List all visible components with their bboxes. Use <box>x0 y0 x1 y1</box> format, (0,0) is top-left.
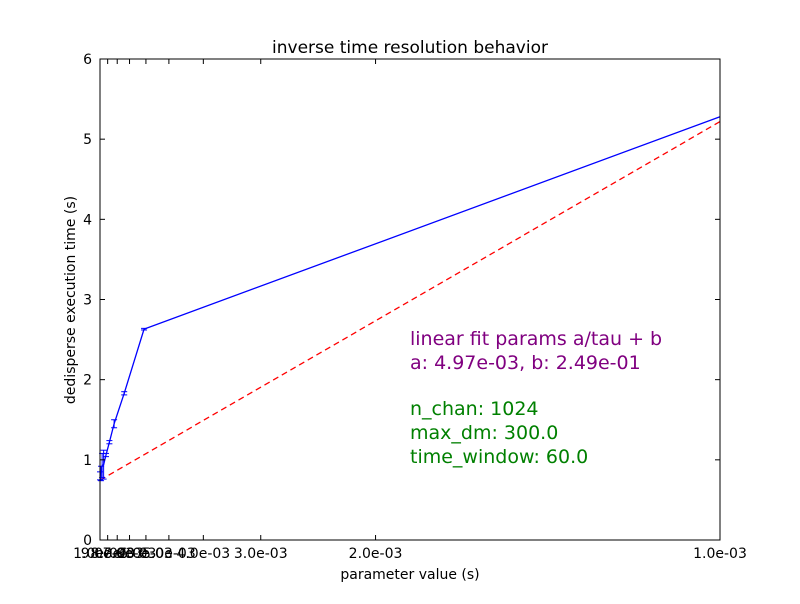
y-tick-label: 5 <box>83 132 92 148</box>
y-tick-label: 0 <box>83 533 92 549</box>
annotation-text: max_dm: 300.0 <box>410 422 558 444</box>
chart-title: inverse time resolution behavior <box>272 38 548 58</box>
x-tick-label: 9.0e-03 <box>81 546 135 562</box>
annotation-text: a: 4.97e-03, b: 2.49e-01 <box>410 352 641 374</box>
x-ticks: 1.0e-029.0e-038.0e-037.0e-036.0e-035.0e-… <box>73 59 747 562</box>
data-line <box>99 116 721 477</box>
y-ticks: 0 1 2 3 4 5 6 <box>83 52 720 549</box>
x-tick-label: 2.0e-03 <box>349 546 403 562</box>
annotation-text: linear fit params a/tau + b <box>410 328 662 350</box>
x-tick-label: 4.0e-03 <box>176 546 230 562</box>
y-tick-label: 4 <box>83 212 92 228</box>
x-tick-label: 6.0e-03 <box>119 546 173 562</box>
annotation-text: time_window: 60.0 <box>410 446 588 468</box>
x-tick-label: 8.0e-03 <box>90 546 144 562</box>
y-tick-label: 1 <box>83 453 92 469</box>
x-tick-label: 5.0e-03 <box>142 546 196 562</box>
y-tick-label: 3 <box>83 293 92 309</box>
annotation-text: n_chan: 1024 <box>410 398 539 420</box>
x-axis-label: parameter value (s) <box>340 567 479 583</box>
x-tick-label: 7.0e-03 <box>103 546 157 562</box>
x-tick-label: 1.0e-03 <box>693 546 747 562</box>
annotations: linear fit params a/tau + ba: 4.97e-03, … <box>410 328 662 468</box>
y-tick-label: 6 <box>83 52 92 68</box>
y-axis-label: dedisperse execution time (s) <box>63 196 79 404</box>
x-tick-label: 1.0e-02 <box>73 546 127 562</box>
y-tick-label: 2 <box>83 373 92 389</box>
plot-area <box>100 59 720 540</box>
x-tick-label: 3.0e-03 <box>234 546 288 562</box>
